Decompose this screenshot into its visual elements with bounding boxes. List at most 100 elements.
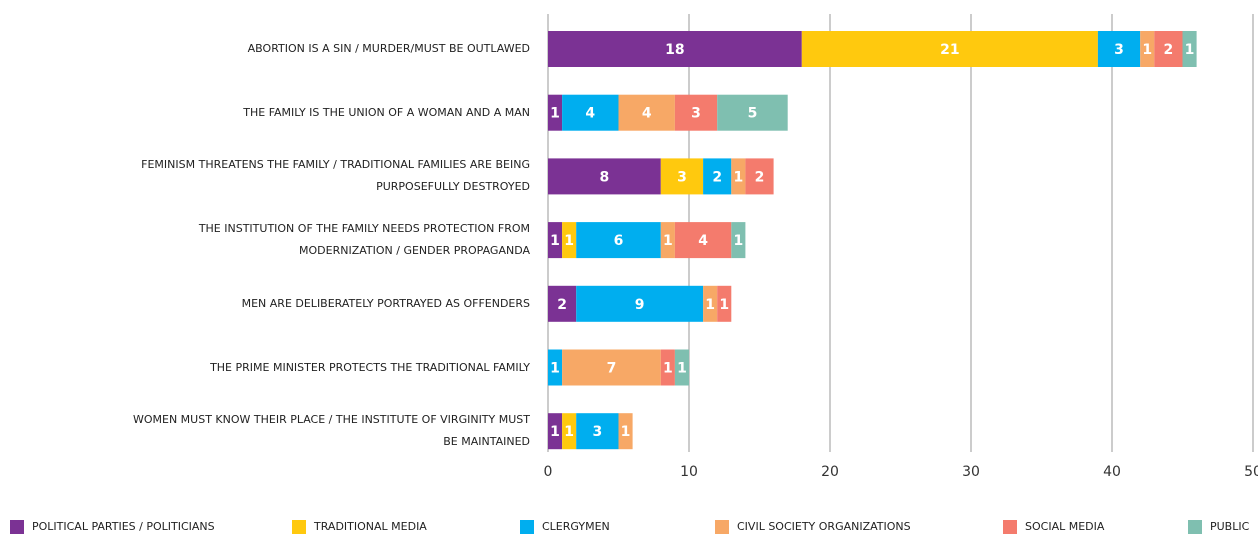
legend-swatch <box>1188 520 1202 534</box>
data-label: 1 <box>1142 42 1152 58</box>
legend-label: SOCIAL MEDIA <box>1025 520 1105 533</box>
data-label: 1 <box>550 106 560 122</box>
bar-segment <box>576 413 619 450</box>
data-label: 4 <box>585 106 595 122</box>
data-label: 7 <box>607 361 617 377</box>
bar-segment <box>703 158 732 195</box>
bar-segment <box>548 158 661 195</box>
x-tick-label: 0 <box>544 464 553 480</box>
bar-segment <box>717 94 788 131</box>
bar-segment <box>703 285 718 322</box>
legend-swatch <box>520 520 534 534</box>
bar-segment <box>618 94 675 131</box>
category-label: THE INSTITUTION OF THE FAMILY NEEDS PROT… <box>198 222 530 258</box>
legend-item: PUBLIC <box>1188 520 1249 534</box>
data-label: 1 <box>564 424 574 440</box>
bar-segment <box>717 285 732 322</box>
category-label: FEMINISM THREATENS THE FAMILY / TRADITIO… <box>141 158 530 194</box>
data-label: 1 <box>550 424 560 440</box>
bar-segment <box>1097 31 1141 67</box>
data-label: 1 <box>550 361 560 377</box>
bar-segment <box>548 31 802 67</box>
x-tick-label: 40 <box>1103 464 1121 480</box>
x-tick-label: 20 <box>821 464 839 480</box>
bar-segment <box>1140 31 1155 67</box>
bar-segment <box>548 349 563 386</box>
data-label: 6 <box>614 233 624 249</box>
legend-label: TRADITIONAL MEDIA <box>314 520 427 533</box>
legend-swatch <box>292 520 306 534</box>
bar-segment <box>618 413 633 450</box>
bar-segment <box>562 349 661 386</box>
bar-segment <box>731 158 746 195</box>
legend-label: CLERGYMEN <box>542 520 610 533</box>
bar-segment <box>674 349 689 386</box>
data-label: 1 <box>733 233 743 249</box>
x-tick-label: 10 <box>680 464 698 480</box>
legend-item: CLERGYMEN <box>520 520 610 534</box>
legend-item: SOCIAL MEDIA <box>1003 520 1104 534</box>
data-label: 1 <box>663 233 673 249</box>
category-label: THE PRIME MINISTER PROTECTS THE TRADITIO… <box>210 360 530 374</box>
bar-segment <box>801 31 1098 67</box>
bar-segment <box>1154 31 1183 67</box>
data-label: 2 <box>557 297 567 313</box>
data-label: 5 <box>748 106 758 122</box>
category-label: THE FAMILY IS THE UNION OF A WOMAN AND A… <box>243 105 530 119</box>
legend-swatch <box>1003 520 1017 534</box>
data-label: 3 <box>1114 42 1124 58</box>
x-tick-label: 50 <box>1244 464 1258 480</box>
bar-segment <box>1182 31 1197 67</box>
legend-label: POLITICAL PARTIES / POLITICIANS <box>32 520 215 533</box>
data-label: 3 <box>677 169 687 185</box>
bar-segment <box>745 158 774 195</box>
bar-segment <box>562 222 577 259</box>
bar-segment <box>548 285 577 322</box>
bar-segment <box>674 94 718 131</box>
data-label: 2 <box>1164 42 1174 58</box>
data-label: 1 <box>677 361 687 377</box>
legend-swatch <box>10 520 24 534</box>
data-label: 1 <box>621 424 631 440</box>
data-label: 1 <box>550 233 560 249</box>
bar-segment <box>660 222 675 259</box>
bar-segment <box>731 222 746 259</box>
data-label: 21 <box>940 42 959 58</box>
data-label: 1 <box>705 297 715 313</box>
data-label: 18 <box>665 42 684 58</box>
x-tick-label: 30 <box>962 464 980 480</box>
data-label: 8 <box>600 169 610 185</box>
category-label: ABORTION IS A SIN / MURDER/MUST BE OUTLA… <box>247 42 530 55</box>
bar-segment <box>548 413 563 450</box>
legend-label: CIVIL SOCIETY ORGANIZATIONS <box>737 520 911 533</box>
data-label: 1 <box>733 169 743 185</box>
legend-label: PUBLIC <box>1210 520 1250 533</box>
data-label: 2 <box>755 169 765 185</box>
bar-segment <box>548 94 563 131</box>
legend-item: POLITICAL PARTIES / POLITICIANS <box>10 520 215 534</box>
bar-segment <box>562 413 577 450</box>
data-label: 1 <box>1185 42 1195 58</box>
category-label: WOMEN MUST KNOW THEIR PLACE / THE INSTIT… <box>132 413 530 449</box>
data-label: 9 <box>635 297 645 313</box>
category-label: MEN ARE DELIBERATELY PORTRAYED AS OFFEND… <box>241 296 530 310</box>
legend-item: TRADITIONAL MEDIA <box>292 520 427 534</box>
data-label: 1 <box>719 297 729 313</box>
bar-segment <box>562 94 619 131</box>
bar-segment <box>576 222 661 259</box>
data-label: 4 <box>642 106 652 122</box>
data-label: 3 <box>592 424 602 440</box>
data-label: 1 <box>663 361 673 377</box>
data-label: 4 <box>698 233 708 249</box>
legend-item: CIVIL SOCIETY ORGANIZATIONS <box>715 520 911 534</box>
bar-segment <box>660 158 704 195</box>
bar-segment <box>576 285 704 322</box>
data-label: 1 <box>564 233 574 249</box>
bar-segment <box>548 222 563 259</box>
legend-swatch <box>715 520 729 534</box>
bar-segment <box>674 222 732 259</box>
data-label: 2 <box>712 169 722 185</box>
bar-segment <box>660 349 675 386</box>
